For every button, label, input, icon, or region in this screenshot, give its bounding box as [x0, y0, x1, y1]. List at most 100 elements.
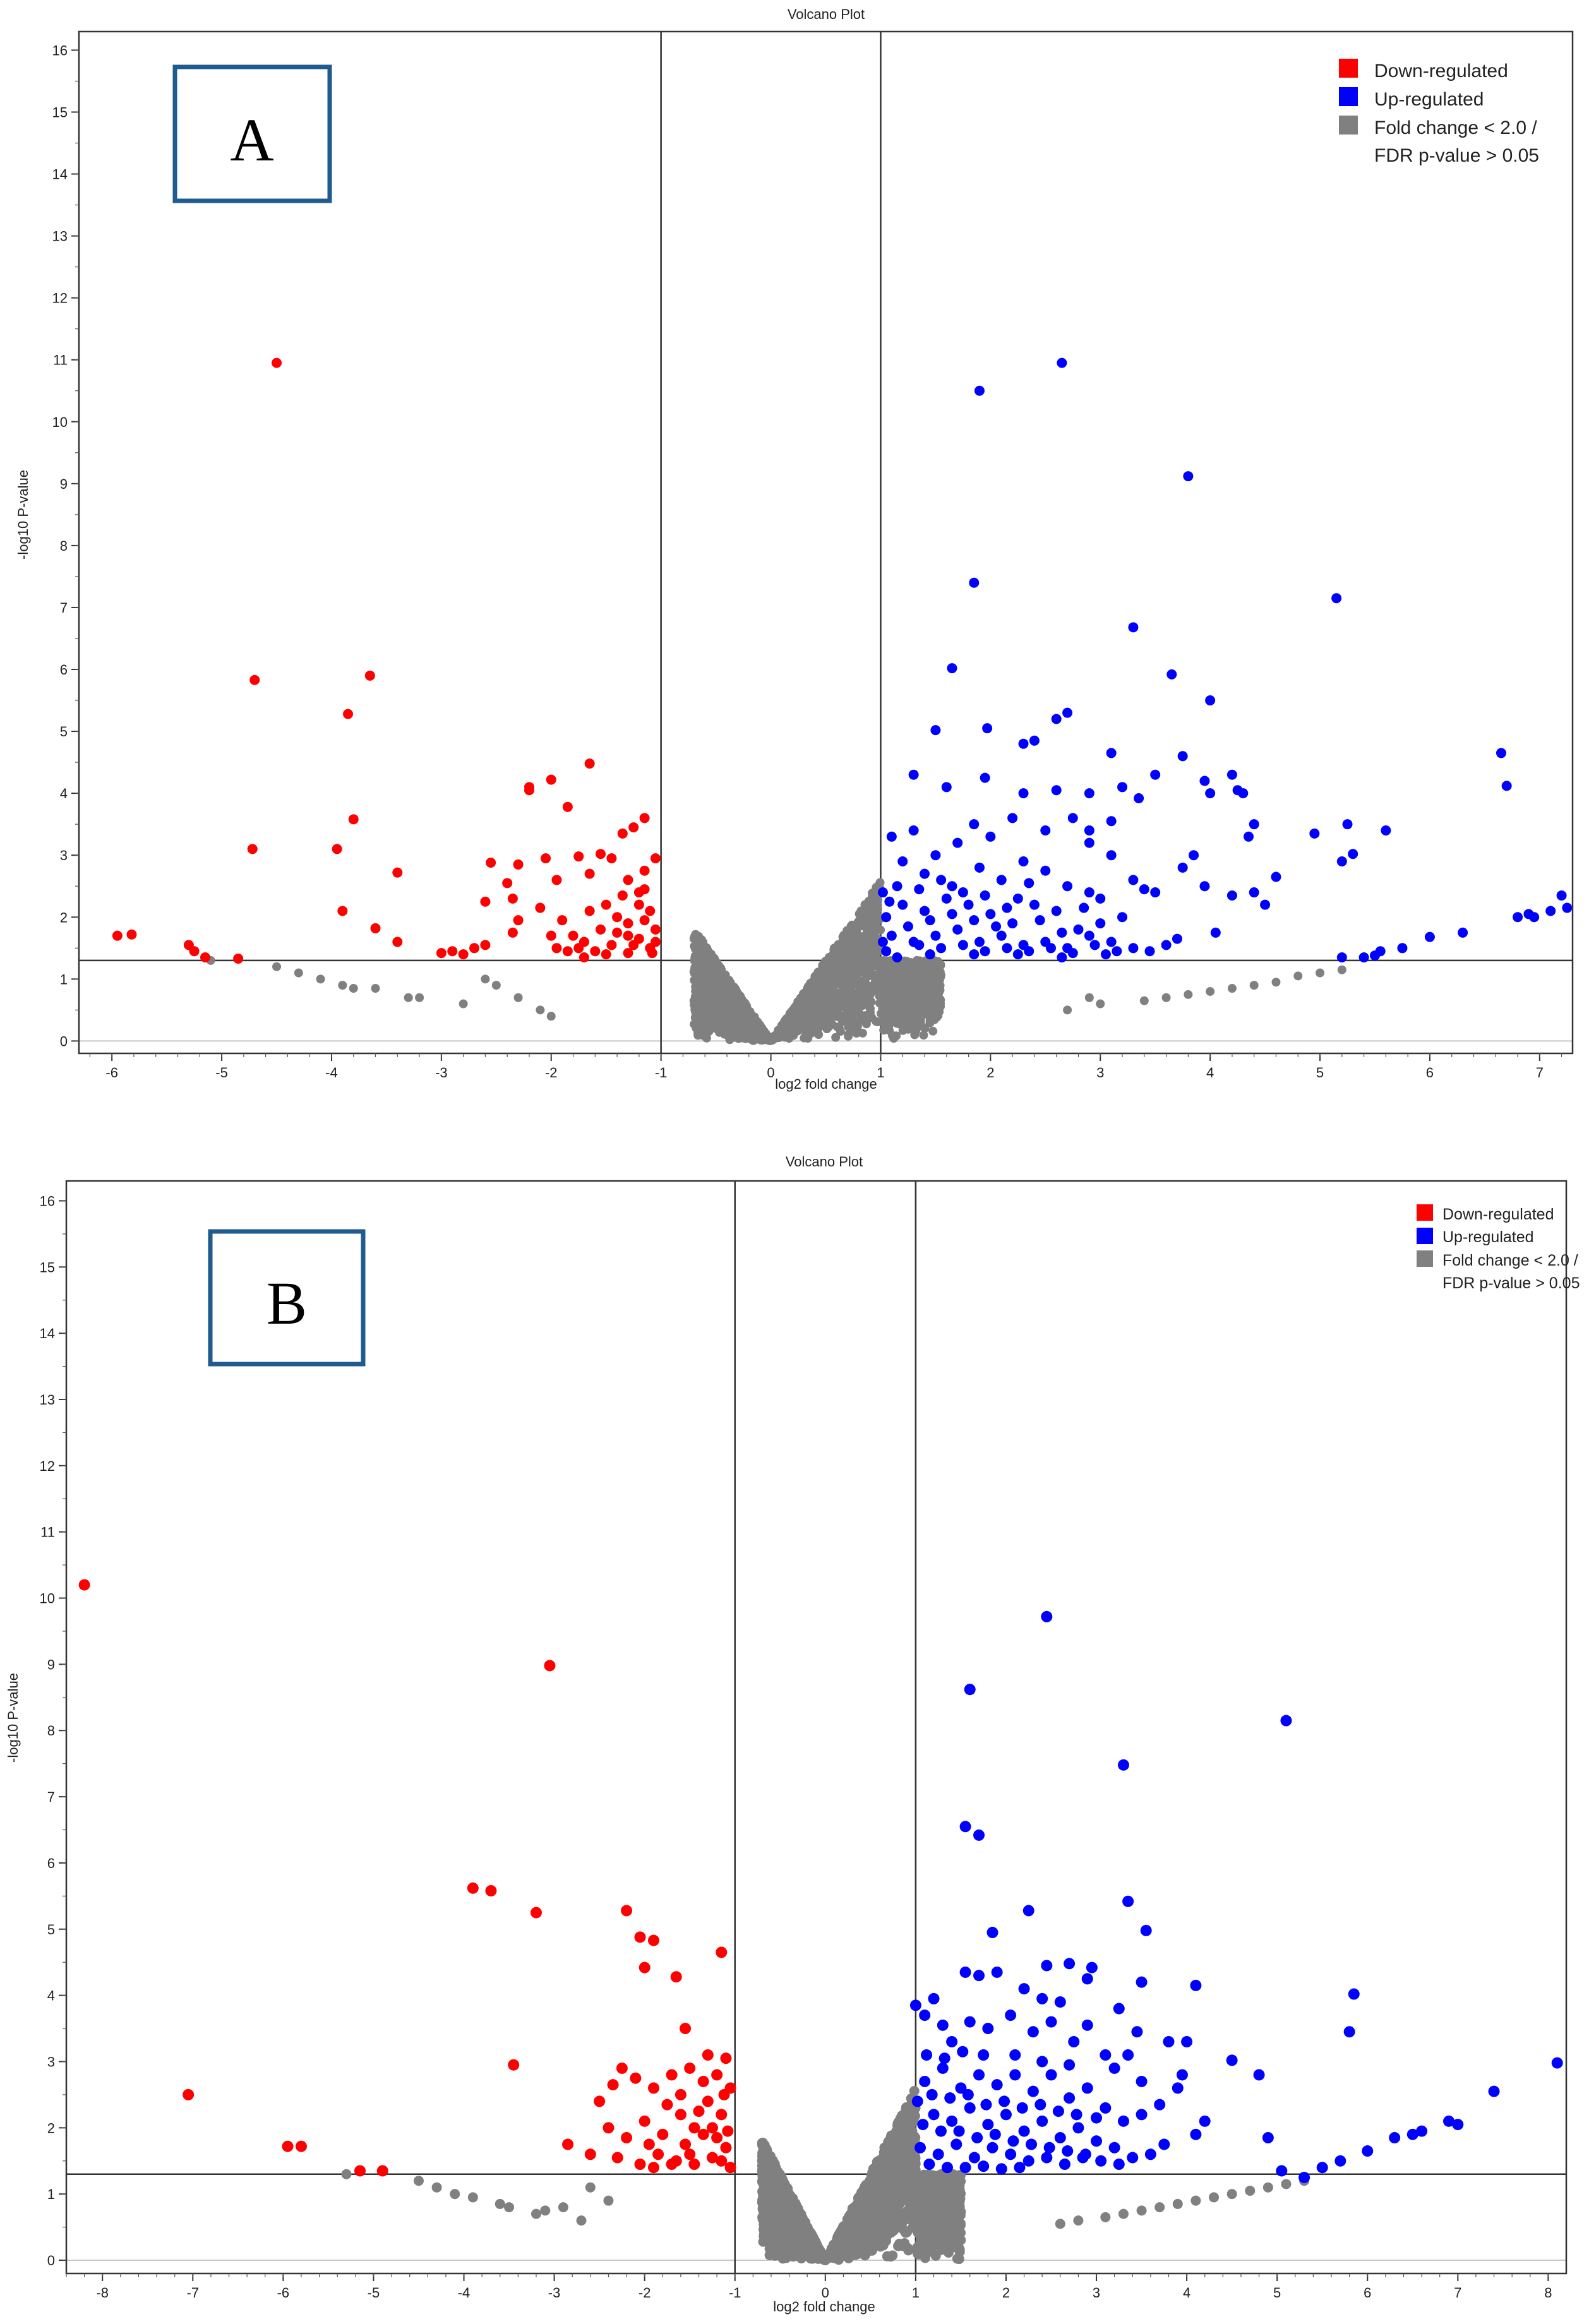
down-regulated-point	[486, 857, 496, 868]
not-significant-point	[844, 1031, 853, 1041]
y-tick-label: 11	[53, 352, 68, 368]
panel-letter-frame	[172, 64, 332, 203]
up-regulated-point	[897, 899, 908, 910]
legend-label-ns-1: Fold change < 2.0 /	[1374, 117, 1537, 138]
up-regulated-point	[969, 915, 980, 926]
not-significant-point	[850, 993, 860, 1002]
up-regulated-point	[957, 887, 968, 898]
down-regulated-point	[647, 948, 657, 959]
x-tick-label: 1	[877, 1065, 884, 1081]
up-regulated-point	[886, 831, 897, 842]
data-points	[112, 357, 1573, 1045]
down-regulated-point	[650, 937, 661, 947]
not-significant-point	[889, 1034, 899, 1043]
down-regulated-point	[392, 867, 403, 878]
not-significant-point	[856, 1010, 865, 1020]
down-regulated-point	[458, 949, 469, 960]
not-significant-point	[892, 973, 902, 983]
panel-letter: A	[230, 106, 273, 174]
not-significant-point	[772, 1031, 781, 1040]
up-regulated-point	[892, 952, 902, 963]
up-regulated-point	[936, 943, 947, 954]
up-regulated-point	[1051, 785, 1062, 796]
up-regulated-point	[881, 912, 892, 923]
up-regulated-point	[941, 782, 952, 793]
not-significant-point	[828, 981, 837, 990]
up-regulated-point	[914, 940, 925, 950]
down-regulated-point	[233, 953, 244, 964]
not-significant-point	[952, 2253, 962, 2264]
not-significant-point	[721, 1005, 730, 1014]
down-regulated-point	[601, 899, 611, 910]
down-regulated-point	[513, 915, 524, 926]
not-significant-point	[836, 941, 846, 950]
down-regulated-point	[551, 875, 562, 885]
up-regulated-point	[957, 940, 968, 950]
down-regulated-point	[568, 930, 579, 941]
up-regulated-point	[1089, 940, 1100, 950]
y-tick-label: 5	[60, 724, 68, 740]
not-significant-point	[546, 1012, 556, 1021]
up-regulated-point	[963, 899, 974, 910]
not-significant-point	[459, 999, 468, 1009]
not-significant-point	[316, 974, 325, 984]
up-regulated-point	[1029, 899, 1040, 910]
up-regulated-point	[1139, 884, 1149, 895]
up-regulated-point	[1144, 946, 1155, 957]
x-tick-label: -6	[105, 1065, 118, 1081]
not-significant-point	[716, 1022, 725, 1031]
y-tick-label: 8	[60, 538, 68, 554]
not-significant-point	[1063, 1005, 1072, 1015]
not-significant-point	[711, 980, 721, 990]
y-tick-label: 16	[52, 42, 68, 58]
data-points	[78, 1579, 1563, 2266]
up-regulated-point	[877, 937, 888, 947]
not-significant-point	[740, 1000, 749, 1009]
not-significant-point	[835, 978, 844, 987]
up-regulated-point	[1112, 946, 1122, 957]
up-regulated-point	[1348, 849, 1358, 860]
up-regulated-point	[1336, 856, 1347, 867]
not-significant-point	[722, 974, 731, 984]
y-axis-label: -log10 P-value	[15, 470, 31, 560]
not-significant-point	[1293, 971, 1303, 981]
not-significant-point	[709, 991, 718, 1001]
not-significant-point	[926, 989, 935, 998]
up-regulated-point	[1084, 930, 1094, 941]
up-regulated-point	[1358, 952, 1369, 963]
up-regulated-point	[886, 930, 897, 941]
up-regulated-point	[969, 819, 980, 830]
up-regulated-point	[1018, 788, 1029, 799]
down-regulated-point	[502, 878, 513, 889]
not-significant-point	[904, 1024, 913, 1034]
not-significant-point	[1249, 981, 1259, 990]
down-regulated-point	[557, 915, 568, 926]
down-regulated-point	[584, 868, 595, 879]
down-regulated-point	[617, 890, 628, 901]
not-significant-point	[695, 997, 705, 1006]
down-regulated-point	[628, 822, 639, 833]
not-significant-point	[864, 938, 873, 947]
panel-a: Volcano Plot -6 -5 -4 -3 -2 -1 0 1 2 3 4 5 6 7 012345…	[15, 6, 1574, 1092]
not-significant-point	[699, 949, 709, 959]
up-regulated-point	[1029, 735, 1040, 746]
not-significant-point	[733, 1001, 742, 1010]
not-significant-point	[349, 984, 358, 993]
not-significant-point	[807, 978, 817, 988]
not-significant-point	[1337, 965, 1346, 974]
up-regulated-point	[1067, 813, 1078, 824]
not-significant-point	[889, 1017, 899, 1027]
down-regulated-point	[623, 948, 633, 959]
down-regulated-point	[606, 853, 617, 864]
up-regulated-point	[930, 725, 941, 736]
up-regulated-point	[884, 896, 895, 907]
not-significant-point	[842, 969, 852, 978]
not-significant-point	[415, 993, 424, 1002]
not-significant-point	[933, 1001, 943, 1010]
legend-swatch-ns	[1339, 116, 1358, 135]
not-significant-point	[712, 973, 722, 982]
up-regulated-point	[1117, 782, 1128, 793]
not-significant-point	[1206, 986, 1215, 996]
down-regulated-point	[639, 865, 650, 876]
